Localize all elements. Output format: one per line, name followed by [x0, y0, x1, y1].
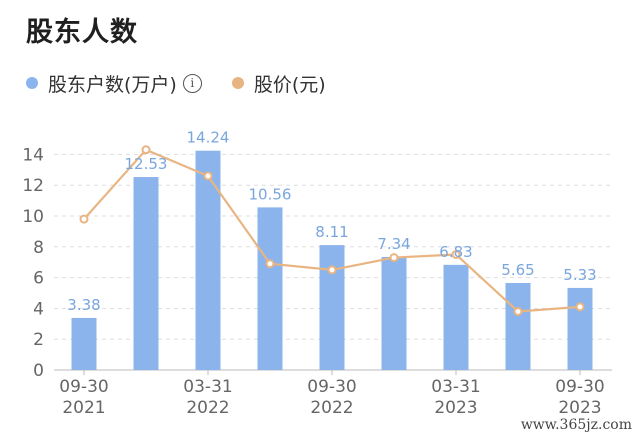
price-point [389, 253, 399, 263]
price-point [575, 302, 585, 312]
info-icon[interactable]: i [182, 73, 202, 93]
legend-label-price: 股价(元) [253, 73, 326, 96]
bar-value-label: 5.65 [501, 261, 534, 279]
y-tick-label: 2 [33, 330, 44, 350]
bar [319, 245, 345, 370]
bar-value-label: 7.34 [377, 235, 410, 253]
price-point [79, 214, 89, 224]
legend-item-holders[interactable]: 股东户数(万户) i [26, 70, 202, 97]
price-point [513, 306, 523, 316]
x-tick-label: 03-31 [183, 377, 232, 397]
y-tick-label: 6 [33, 269, 44, 289]
bar-value-label: 5.33 [563, 266, 596, 284]
bar-value-label: 14.24 [187, 129, 230, 147]
y-tick-label: 8 [33, 238, 44, 258]
bar [381, 256, 407, 370]
y-tick-label: 12 [22, 176, 44, 196]
x-tick-label: 09-30 [59, 377, 108, 397]
bar-value-label: 8.11 [315, 223, 348, 241]
x-tick-label: 2022 [310, 398, 353, 418]
bar-value-label: 12.53 [125, 155, 168, 173]
y-tick-label: 0 [33, 361, 44, 381]
y-tick-label: 14 [22, 145, 44, 165]
chart-title: 股东人数 [26, 17, 138, 48]
bar [443, 264, 469, 370]
x-tick-label: 2023 [434, 398, 477, 418]
legend-swatch-holders [26, 77, 38, 89]
x-tick-label: 2023 [558, 398, 601, 418]
legend: 股东户数(万户) i 股价(元) [26, 68, 356, 98]
bar [195, 150, 221, 370]
bar [257, 207, 283, 370]
bar-value-label: 3.38 [67, 296, 100, 314]
bar [505, 282, 531, 370]
y-tick-label: 10 [22, 207, 44, 227]
bar-value-label: 10.56 [249, 185, 292, 203]
x-tick-label: 2022 [186, 398, 229, 418]
bar [71, 317, 97, 370]
price-point [141, 145, 151, 155]
bar-value-label: 6.83 [439, 243, 472, 261]
x-tick-label: 09-30 [307, 377, 356, 397]
legend-item-price[interactable]: 股价(元) [231, 70, 326, 97]
price-point [327, 265, 337, 275]
y-tick-label: 4 [33, 299, 44, 319]
price-point [451, 250, 461, 259]
legend-swatch-price [231, 77, 244, 89]
price-point [203, 171, 213, 181]
legend-label-holders: 股东户数(万户) [48, 73, 177, 96]
bar [133, 177, 159, 370]
x-tick-label: 09-30 [555, 377, 604, 397]
x-tick-label: 03-31 [431, 377, 480, 397]
bar [567, 287, 593, 370]
watermark: www.365jz.com [520, 417, 632, 433]
price-point [265, 259, 275, 269]
x-tick-label: 2021 [62, 398, 105, 418]
